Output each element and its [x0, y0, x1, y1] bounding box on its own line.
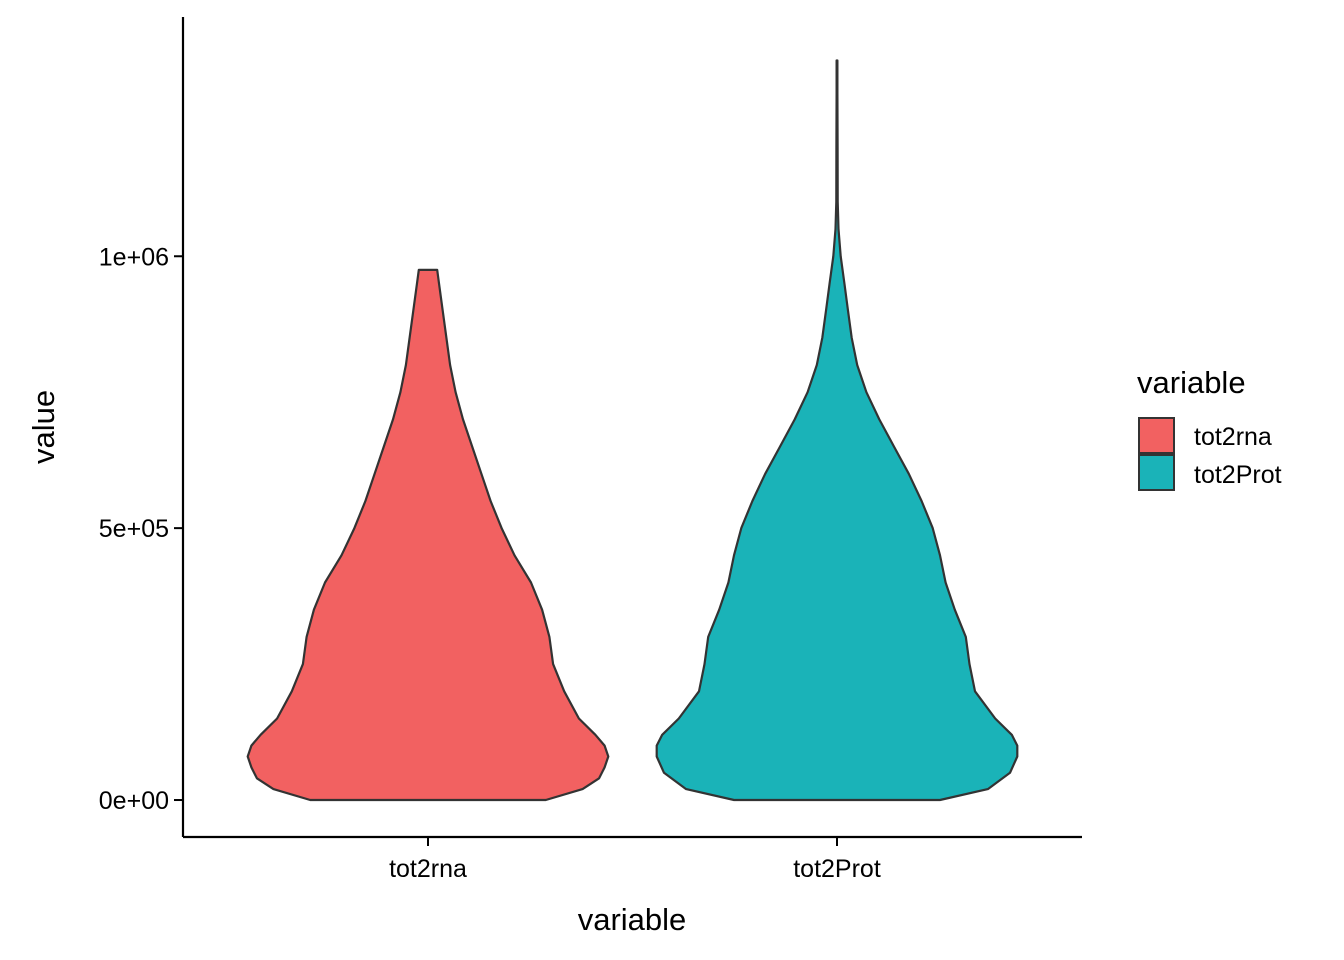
- legend: variable tot2rna tot2Prot: [1137, 365, 1282, 491]
- y-tick-label: 5e+05: [99, 515, 169, 543]
- x-ticks: tot2rna tot2Prot: [389, 837, 881, 883]
- y-tick-label: 1e+06: [99, 243, 169, 271]
- x-tick-label: tot2rna: [389, 855, 467, 883]
- violin-tot2rna: [246, 268, 610, 802]
- violins-layer: [246, 59, 1019, 802]
- y-axis-title: value: [26, 390, 61, 464]
- x-tick-label: tot2Prot: [793, 855, 881, 883]
- legend-label-tot2rna: tot2rna: [1194, 423, 1272, 451]
- y-ticks: 0e+00 5e+05 1e+06: [99, 243, 183, 815]
- legend-label-tot2Prot: tot2Prot: [1194, 461, 1282, 489]
- legend-key-tot2rna: [1138, 417, 1175, 454]
- x-axis-title: variable: [578, 902, 687, 937]
- legend-key-tot2Prot: [1138, 454, 1175, 491]
- legend-title: variable: [1137, 365, 1246, 400]
- violin-tot2Prot: [655, 59, 1019, 802]
- y-tick-label: 0e+00: [99, 787, 169, 815]
